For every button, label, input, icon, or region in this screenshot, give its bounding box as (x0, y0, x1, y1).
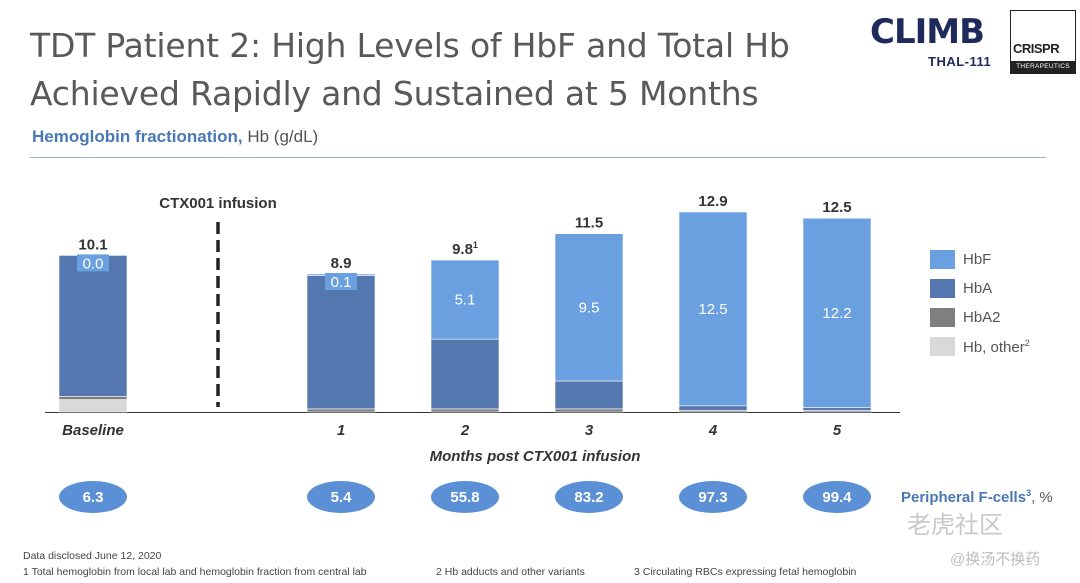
x-tick-label-4: 4 (708, 422, 718, 439)
peripheral-fcells-label: Peripheral F-cells3, % (901, 488, 1053, 506)
bar-hba-5 (802, 407, 872, 411)
total-label-sup-2: 1 (473, 240, 478, 250)
legend-item-hba2: HbA2 (930, 306, 1030, 329)
infusion-annotation: CTX001 infusion (159, 195, 277, 212)
hbf-value-label-4: 12.5 (698, 301, 727, 318)
x-tick-label-5: 5 (833, 422, 842, 439)
fcell-ellipse-2 (431, 481, 499, 513)
footnote-3: 3 Circulating RBCs expressing fetal hemo… (634, 566, 857, 578)
legend-swatch-hbf (930, 250, 955, 269)
bar-hba-3 (554, 380, 624, 410)
bar-hba2-3 (554, 408, 624, 413)
legend-swatch-hb-other (930, 337, 955, 356)
watermark-text: 老虎社区 (907, 512, 1003, 539)
bar-hba2-1 (306, 408, 376, 413)
bar-hba-0 (58, 255, 128, 397)
legend-label-hba2: HbA2 (963, 309, 1001, 326)
hbf-value-label-1: 0.1 (331, 274, 352, 291)
climb-logo-word: CLIMB (870, 12, 985, 52)
fcell-ellipse-4 (679, 481, 747, 513)
x-tick-label-0: Baseline (62, 422, 124, 439)
hbf-value-label-0: 0.0 (83, 255, 104, 272)
legend-item-hba: HbA (930, 277, 1030, 300)
bar-hbf-5 (802, 217, 872, 408)
hbf-value-label-2: 5.1 (455, 292, 476, 309)
total-label-3: 11.5 (575, 215, 603, 232)
hbf-value-label-3: 9.5 (579, 299, 600, 316)
fcells-label-sup: 3 (1026, 488, 1032, 498)
legend-label-hb-other-sup: 2 (1024, 337, 1030, 348)
climb-logo: CLIMB THAL-111 (870, 12, 1000, 74)
legend-item-hbf: HbF (930, 248, 1030, 271)
crispr-logo-word: CRISPR (1013, 41, 1060, 56)
legend-item-hb-other: Hb, other2 (930, 335, 1030, 358)
legend-label-hb-other-text: Hb, other (963, 338, 1025, 356)
fcell-value-4: 97.3 (698, 489, 727, 506)
hbf-value-tag-1 (325, 273, 357, 291)
crispr-logo-sub: THERAPEUTICS (1011, 61, 1075, 73)
crispr-logo: CRISPR THERAPEUTICS (1010, 10, 1076, 74)
title-line-2: Achieved Rapidly and Sustained at 5 Mont… (30, 74, 759, 113)
footnote-1: 1 Total hemoglobin from local lab and he… (23, 566, 367, 578)
subtitle-unit: Hb (g/dL) (242, 127, 319, 146)
legend-swatch-hba (930, 279, 955, 298)
fcell-ellipse-1 (307, 481, 375, 513)
x-tick-label-2: 2 (460, 422, 470, 439)
footnote-2: 2 Hb adducts and other variants (436, 566, 585, 578)
bar-hba2-0 (58, 396, 128, 400)
legend-label-hbf: HbF (963, 251, 992, 268)
title-line-1: TDT Patient 2: High Levels of HbF and To… (30, 26, 790, 65)
fcell-value-0: 6.3 (83, 489, 104, 506)
legend-swatch-hba2 (930, 308, 955, 327)
slide-title: TDT Patient 2: High Levels of HbF and To… (30, 22, 850, 118)
fcells-label-text: Peripheral F-cells (901, 489, 1027, 506)
hbf-value-tag-0 (77, 254, 109, 272)
header-divider (30, 157, 1046, 158)
bar-hbf-2 (430, 259, 500, 340)
bar-hba-2 (430, 338, 500, 410)
fcell-value-2: 55.8 (450, 489, 479, 506)
total-label-0: 10.1 (78, 236, 107, 253)
bar-hb-other-0 (58, 399, 128, 413)
x-tick-label-1: 1 (337, 422, 345, 439)
fcell-ellipse-0 (59, 481, 127, 513)
bar-hba2-2 (430, 408, 500, 413)
bar-hbf-3 (554, 233, 624, 382)
fcell-ellipse-5 (803, 481, 871, 513)
climb-logo-sub: THAL-111 (928, 54, 992, 69)
x-axis-label: Months post CTX001 infusion (430, 448, 641, 465)
chart-legend: HbF HbA HbA2 Hb, other2 (930, 248, 1030, 364)
bar-hbf-4 (678, 211, 748, 407)
chart-subtitle: Hemoglobin fractionation, Hb (g/dL) (32, 127, 318, 147)
fcells-label-unit: , % (1031, 489, 1053, 506)
subtitle-bold: Hemoglobin fractionation, (32, 127, 243, 146)
total-label-1: 8.9 (331, 255, 352, 272)
legend-label-hb-other: Hb, other2 (963, 338, 1030, 356)
legend-label-hba: HbA (963, 280, 993, 297)
total-label-2: 9.81 (452, 240, 478, 258)
total-label-5: 12.5 (822, 199, 851, 216)
fcell-ellipse-3 (555, 481, 623, 513)
watermark-handle: @换汤不换药 (950, 551, 1041, 568)
bar-hba-1 (306, 275, 376, 410)
bar-hba-4 (678, 405, 748, 411)
total-label-4: 12.9 (698, 193, 727, 210)
fcell-value-5: 99.4 (822, 489, 852, 506)
fcell-value-3: 83.2 (574, 489, 603, 506)
fcell-value-1: 5.4 (331, 489, 353, 506)
x-tick-label-3: 3 (585, 422, 594, 439)
hbf-value-label-5: 12.2 (822, 305, 851, 322)
footer-disclosed: Data disclosed June 12, 2020 (23, 550, 162, 562)
